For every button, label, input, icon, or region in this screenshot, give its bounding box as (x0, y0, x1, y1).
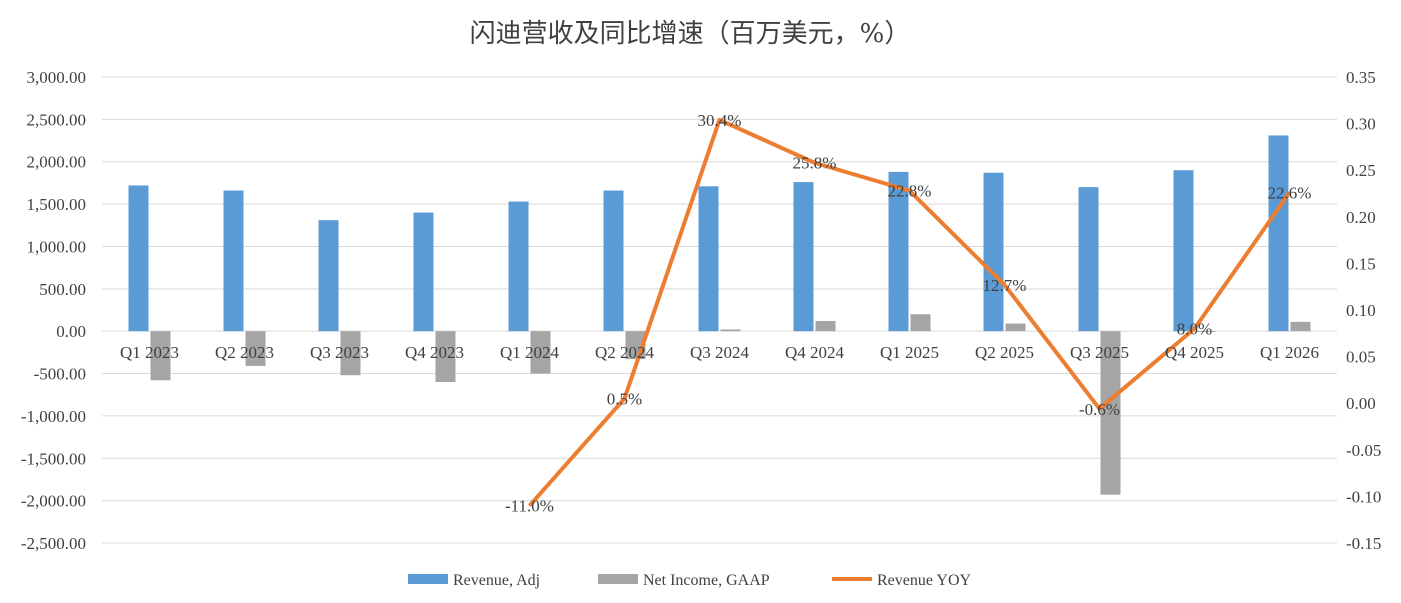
revenue-bar (223, 190, 244, 332)
net-income-bar (1005, 323, 1026, 332)
net-income-bar (1195, 331, 1216, 333)
gridlines (102, 76, 1337, 544)
data-labels: -11.0% 0.5% 30.4% 25.8% 22.8% 12.7% -0.6% 8.0% 2… (505, 111, 1311, 516)
yoy-data-label: 12.7% (983, 276, 1027, 295)
revenue-bar (318, 220, 339, 332)
yoy-data-label: 30.4% (698, 111, 742, 130)
yoy-data-label: 8.0% (1177, 320, 1212, 339)
category-label: Q1 2023 (120, 343, 179, 362)
net-income-bar (1290, 321, 1311, 332)
right-tick-label: 0.05 (1346, 348, 1376, 367)
net-income-bar (1100, 331, 1121, 495)
right-tick-label: -0.05 (1346, 441, 1381, 460)
bars (128, 135, 1311, 495)
yoy-data-label: -0.6% (1079, 400, 1120, 419)
right-tick-label: 0.15 (1346, 254, 1376, 273)
yoy-data-label: 22.6% (1268, 184, 1312, 203)
revenue-bar (793, 182, 814, 332)
left-tick-label: 1,000.00 (27, 237, 87, 256)
left-tick-label: 2,500.00 (27, 110, 87, 129)
net-income-bar (340, 331, 361, 376)
yoy-data-label: 22.8% (888, 182, 932, 201)
category-label: Q2 2023 (215, 343, 274, 362)
yoy-data-label: 0.5% (607, 390, 642, 409)
revenue-bar (1268, 135, 1289, 332)
left-tick-label: 0.00 (56, 322, 86, 341)
category-axis: Q1 2023 Q2 2023 Q3 2023 Q4 2023 Q1 2024 Q2 20… (120, 343, 1319, 362)
left-tick-label: 500.00 (39, 280, 86, 299)
legend-label: Revenue YOY (877, 572, 971, 589)
right-tick-label: 0.00 (1346, 394, 1376, 413)
net-income-bar (530, 331, 551, 374)
left-tick-label: 1,500.00 (27, 195, 87, 214)
category-label: Q4 2023 (405, 343, 464, 362)
category-label: Q1 2025 (880, 343, 939, 362)
category-label: Q3 2023 (310, 343, 369, 362)
left-tick-label: 2,000.00 (27, 153, 87, 172)
revenue-bar (698, 186, 719, 332)
chart-title: 闪迪营收及同比增速（百万美元，%） (470, 19, 911, 49)
yoy-data-label: -11.0% (505, 497, 554, 516)
category-label: Q2 2025 (975, 343, 1034, 362)
yoy-line-series (528, 117, 1292, 508)
legend-swatch (408, 574, 448, 584)
right-tick-label: -0.15 (1346, 534, 1381, 553)
revenue-bar (603, 190, 624, 332)
net-income-bar (720, 329, 741, 332)
revenue-bar (128, 185, 149, 332)
category-label: Q3 2025 (1070, 343, 1129, 362)
right-tick-label: 0.35 (1346, 68, 1376, 87)
net-income-bar (910, 314, 931, 332)
revenue-bar (1078, 187, 1099, 332)
category-label: Q1 2026 (1260, 343, 1319, 362)
yoy-data-label: 25.8% (793, 154, 837, 173)
legend-swatch (598, 574, 638, 584)
legend-label: Revenue, Adj (453, 572, 540, 589)
right-axis: 0.35 0.30 0.25 0.20 0.15 0.10 0.05 0.00 -0.05 -0.… (1346, 68, 1381, 553)
revenue-bar (888, 171, 909, 332)
category-label: Q1 2024 (500, 343, 560, 362)
category-label: Q4 2024 (785, 343, 845, 362)
right-tick-label: 0.25 (1346, 161, 1376, 180)
legend-label: Net Income, GAAP (643, 572, 770, 589)
left-tick-label: -500.00 (34, 365, 86, 384)
net-income-bar (245, 331, 266, 366)
right-tick-label: 0.20 (1346, 208, 1376, 227)
left-tick-label: 3,000.00 (27, 68, 87, 87)
left-axis: 3,000.00 2,500.00 2,000.00 1,500.00 1,000.00… (21, 68, 86, 553)
right-tick-label: -0.10 (1346, 487, 1381, 506)
left-tick-label: -2,500.00 (21, 534, 86, 553)
right-tick-label: 0.30 (1346, 115, 1376, 134)
left-tick-label: -1,000.00 (21, 407, 86, 426)
revenue-bar (1173, 170, 1194, 332)
category-label: Q3 2024 (690, 343, 750, 362)
net-income-bar (435, 331, 456, 383)
left-tick-label: -2,000.00 (21, 492, 86, 511)
net-income-bar (150, 331, 171, 381)
legend: Revenue, Adj Net Income, GAAP Revenue YOY (408, 572, 971, 589)
category-label: Q2 2024 (595, 343, 655, 362)
revenue-bar (413, 212, 434, 332)
category-label: Q4 2025 (1165, 343, 1224, 362)
net-income-bar (815, 321, 836, 332)
revenue-bar (508, 201, 529, 332)
right-tick-label: 0.10 (1346, 301, 1376, 320)
revenue-bar (983, 172, 1004, 332)
left-tick-label: -1,500.00 (21, 449, 86, 468)
